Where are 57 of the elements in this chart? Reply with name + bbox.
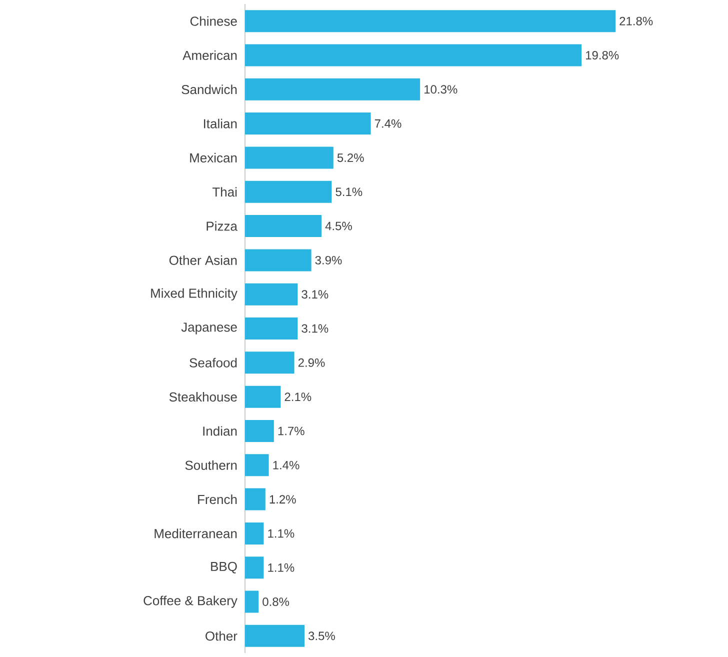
bar: [245, 624, 304, 647]
data-label: 1.1%: [268, 563, 294, 572]
data-label: 21.8%: [620, 16, 653, 26]
y-tick-label: Thai: [212, 187, 237, 197]
data-label: 2.1%: [284, 392, 312, 402]
bar: [245, 215, 322, 238]
bar: [245, 249, 312, 272]
bar: [245, 146, 334, 169]
bar: [245, 386, 281, 408]
bar: [245, 10, 616, 32]
y-tick-label: Pizza: [206, 221, 238, 231]
y-tick-label: Mediterranean: [154, 528, 237, 538]
y-tick-label: Steakhouse: [169, 392, 237, 402]
y-tick-label: Southern: [185, 460, 237, 470]
bar: [245, 112, 371, 135]
bar: [245, 283, 298, 306]
y-tick-label: Japanese: [181, 322, 237, 334]
data-label: 1.4%: [273, 460, 300, 470]
y-tick-label: American: [182, 50, 237, 60]
y-tick-label: Mixed Ethnicity: [151, 288, 238, 300]
data-label: 3.1%: [302, 290, 328, 299]
y-tick-label: Chinese: [190, 16, 237, 26]
data-label: 1.7%: [278, 426, 304, 436]
y-tick-label: Mexican: [190, 152, 237, 162]
y-tick-label: Italian: [204, 118, 237, 128]
bar: [245, 180, 332, 203]
y-tick-label: Sandwich: [182, 84, 237, 94]
y-tick-label: Coffee & Bakery: [144, 596, 238, 608]
data-label: 5.2%: [337, 153, 364, 162]
y-tick-label: Seafood: [190, 358, 237, 368]
data-label: 3.9%: [315, 256, 342, 264]
bar: [245, 318, 298, 340]
y-tick-label: French: [198, 494, 237, 504]
bar: [245, 454, 269, 476]
y-tick-label: Other Asian: [169, 255, 237, 265]
bar: [245, 44, 582, 66]
data-label: 1.2%: [270, 495, 296, 504]
data-label: 5.1%: [336, 188, 362, 196]
data-label: 0.8%: [262, 598, 290, 606]
bar: [245, 488, 266, 510]
data-label: 2.9%: [298, 358, 325, 367]
bar: [245, 78, 420, 100]
bar: [245, 522, 264, 544]
y-tick-label: BBQ: [211, 562, 237, 574]
data-label: 1.1%: [268, 529, 294, 538]
bar: [245, 352, 294, 374]
bar: [245, 590, 259, 613]
data-label: 10.3%: [424, 85, 458, 94]
data-label: 7.4%: [374, 119, 402, 128]
data-label: 3.1%: [302, 324, 328, 333]
bar: [245, 420, 274, 442]
y-tick-label: Other: [206, 631, 238, 641]
y-tick-label: Indian: [203, 426, 237, 436]
data-label: 3.5%: [308, 632, 335, 640]
data-label: 19.8%: [586, 51, 619, 60]
data-label: 4.5%: [325, 222, 352, 230]
bar: [245, 556, 264, 579]
